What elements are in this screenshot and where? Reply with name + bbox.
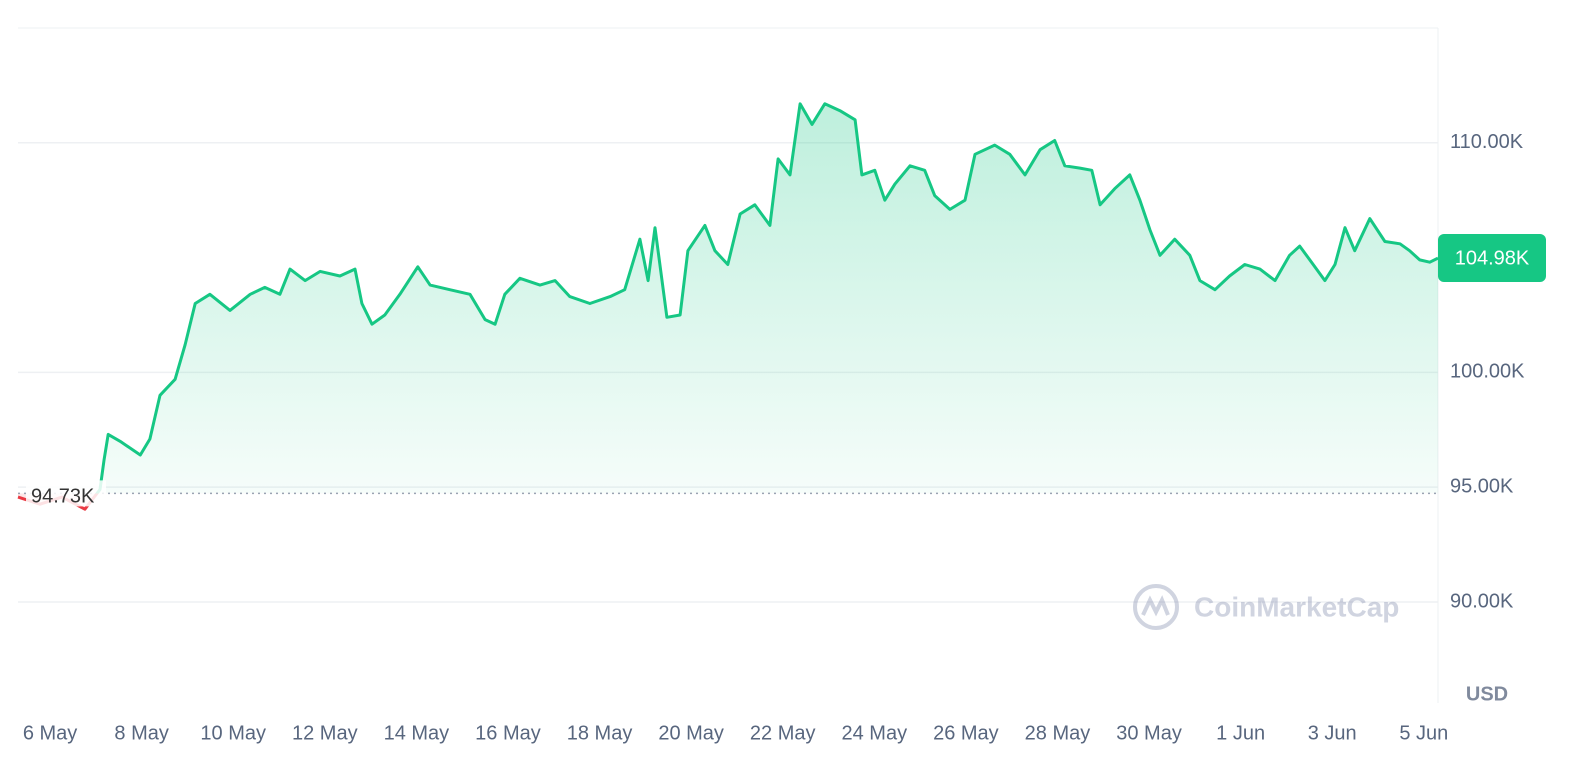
plot	[17, 102, 1439, 511]
x-tick-label: 1 Jun	[1216, 722, 1265, 744]
watermark-logo	[1141, 595, 1170, 617]
last-price-label: 104.98K	[1455, 247, 1530, 269]
x-tick-label: 28 May	[1025, 722, 1091, 744]
x-tick-label: 10 May	[200, 722, 266, 744]
x-tick-label: 12 May	[292, 722, 358, 744]
x-tick-label: 16 May	[475, 722, 541, 744]
x-tick-label: 24 May	[842, 722, 908, 744]
x-tick-label: 26 May	[933, 722, 999, 744]
x-tick-label: 14 May	[384, 722, 450, 744]
x-tick-label: 18 May	[567, 722, 633, 744]
watermark-logo	[1133, 584, 1179, 630]
baseline-label-bg	[26, 480, 106, 507]
x-tick-label: 8 May	[114, 722, 168, 744]
price-line	[17, 102, 1439, 511]
y-tick-label: 100.00K	[1450, 361, 1525, 383]
area-up	[97, 103, 1438, 494]
baseline-label: 94.73K	[31, 486, 95, 508]
watermark-text: CoinMarketCap	[1194, 591, 1399, 622]
y-tick-label: 95.00K	[1450, 475, 1514, 497]
x-tick-label: 3 Jun	[1308, 722, 1357, 744]
x-tick-label: 30 May	[1116, 722, 1182, 744]
x-tick-label: 5 Jun	[1399, 722, 1448, 744]
labels: 90.00K 95.00K 100.00K 110.00K 6 May 8 May 10 M…	[23, 131, 1546, 744]
y-tick-label: 110.00K	[1450, 131, 1524, 153]
x-tick-label: 20 May	[658, 722, 724, 744]
y-tick-label: 90.00K	[1450, 590, 1514, 612]
x-tick-label: 22 May	[750, 722, 816, 744]
last-price-tag	[1438, 234, 1546, 283]
watermark: CoinMarketCap	[1133, 584, 1399, 630]
x-tick-label: 6 May	[23, 722, 77, 744]
unit-label: USD	[1466, 683, 1508, 705]
